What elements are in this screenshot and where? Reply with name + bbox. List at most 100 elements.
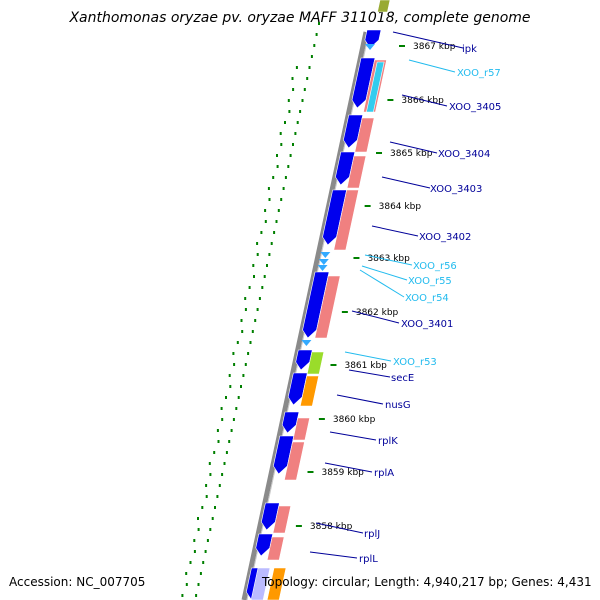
gc-dot xyxy=(270,242,273,245)
cds-forward-block[interactable] xyxy=(351,57,376,109)
gc-dot xyxy=(292,143,294,146)
gc-dot xyxy=(263,275,266,278)
gene-label[interactable]: XOO_r54 xyxy=(405,293,449,304)
cds-reverse-block[interactable] xyxy=(354,117,375,153)
gene-leader-line xyxy=(389,141,438,154)
cds-forward-block[interactable] xyxy=(302,271,330,339)
kbp-label: 3864 kbp xyxy=(379,202,422,212)
cds-forward-block[interactable] xyxy=(255,533,274,557)
gene-label[interactable]: ipk xyxy=(462,44,477,55)
gc-dot xyxy=(268,253,271,256)
gene-leader-line xyxy=(359,269,405,298)
gc-dot xyxy=(260,231,263,234)
gene-label[interactable]: XOO_r56 xyxy=(413,261,457,272)
gc-dot xyxy=(282,187,285,190)
cds-forward-block[interactable] xyxy=(287,372,308,406)
sece-block[interactable] xyxy=(306,351,325,375)
gc-dot xyxy=(218,484,221,487)
gene-label[interactable]: XOO_3405 xyxy=(449,102,501,113)
gc-dot xyxy=(253,275,255,278)
gc-dot xyxy=(185,583,188,586)
gc-dot xyxy=(287,99,290,102)
gene-label[interactable]: XOO_3404 xyxy=(438,149,490,160)
rna-arrow xyxy=(301,340,312,346)
gc-dot xyxy=(206,539,209,542)
gene-leader-line xyxy=(392,31,464,49)
cds-reverse-block[interactable] xyxy=(314,275,341,339)
gene-label[interactable]: rplA xyxy=(374,468,394,479)
cds-reverse-block[interactable] xyxy=(283,441,305,481)
cds-reverse-block[interactable] xyxy=(272,505,292,534)
gc-dot xyxy=(261,286,264,289)
gene-label[interactable]: XOO_r57 xyxy=(457,68,501,79)
nusg-block[interactable] xyxy=(299,375,320,407)
gene-label[interactable]: XOO_3401 xyxy=(401,319,453,330)
cds-forward-block[interactable] xyxy=(322,189,348,246)
gc-dot xyxy=(299,110,302,113)
rna-arrow xyxy=(320,252,331,258)
gc-dot xyxy=(228,440,231,443)
cds-top-block[interactable] xyxy=(377,0,391,13)
gc-dot xyxy=(229,385,232,388)
cds-forward-block[interactable] xyxy=(273,435,295,475)
gc-dot xyxy=(296,121,299,124)
gc-dot xyxy=(205,495,208,498)
gene-leader-line xyxy=(364,254,413,266)
cds-bottom-block[interactable] xyxy=(266,567,287,600)
gc-dot xyxy=(267,187,270,190)
cds-reverse-block[interactable] xyxy=(266,536,285,561)
gene-label[interactable]: XOO_3402 xyxy=(419,232,471,243)
gene-leader-line xyxy=(344,351,392,362)
kbp-label: 3861 kbp xyxy=(344,361,387,371)
gene-label[interactable]: XOO_3403 xyxy=(430,184,482,195)
cds-forward-block[interactable] xyxy=(295,349,313,371)
cds-forward-block[interactable] xyxy=(335,151,356,186)
cds-reverse-block[interactable] xyxy=(292,417,311,441)
gc-dot xyxy=(209,473,212,476)
gene-label[interactable]: rplL xyxy=(359,554,378,565)
gc-dot xyxy=(216,429,219,432)
gc-dot xyxy=(213,451,216,454)
gc-dot xyxy=(223,462,226,465)
gc-dot xyxy=(232,418,235,421)
gc-dot xyxy=(197,517,199,520)
gc-dot xyxy=(221,473,224,476)
gc-dot xyxy=(193,550,196,553)
gc-dot xyxy=(199,572,202,575)
gc-dot xyxy=(301,99,304,102)
gene-label[interactable]: rplJ xyxy=(364,529,380,540)
gc-dot xyxy=(185,572,188,575)
gene-leader-line xyxy=(309,551,358,559)
cds-reverse-block[interactable] xyxy=(346,155,367,189)
gc-dot xyxy=(280,198,283,201)
gc-dot xyxy=(318,22,320,25)
gc-dot xyxy=(268,198,271,201)
cds-forward-block[interactable] xyxy=(343,114,364,149)
gc-dot xyxy=(197,528,200,531)
gc-dot xyxy=(202,561,205,564)
gc-dot xyxy=(273,231,276,234)
gene-label[interactable]: XOO_r53 xyxy=(393,357,437,368)
gc-dot xyxy=(291,77,294,80)
gc-dot xyxy=(313,44,316,47)
cds-forward-block[interactable] xyxy=(261,502,280,531)
gc-dot xyxy=(235,407,238,410)
gc-dot xyxy=(295,66,298,69)
gc-dot xyxy=(247,352,250,355)
rna-block[interactable] xyxy=(366,61,385,113)
gene-label[interactable]: secE xyxy=(391,373,414,384)
gc-dot xyxy=(287,165,290,168)
gc-dot xyxy=(249,341,252,344)
cds-bottom-block-2[interactable] xyxy=(250,567,271,600)
gc-dot xyxy=(214,506,216,509)
gene-label[interactable]: XOO_r55 xyxy=(408,276,452,287)
gene-label[interactable]: nusG xyxy=(385,400,411,411)
gc-dot xyxy=(195,594,198,597)
map-title: Xanthomonas oryzae pv. oryzae MAFF 31101… xyxy=(69,10,531,26)
gc-dot xyxy=(217,440,220,443)
gene-label[interactable]: rplK xyxy=(378,436,398,447)
cds-forward-block[interactable] xyxy=(281,411,300,434)
cds-reverse-block[interactable] xyxy=(333,189,360,251)
gc-dot xyxy=(284,121,286,124)
